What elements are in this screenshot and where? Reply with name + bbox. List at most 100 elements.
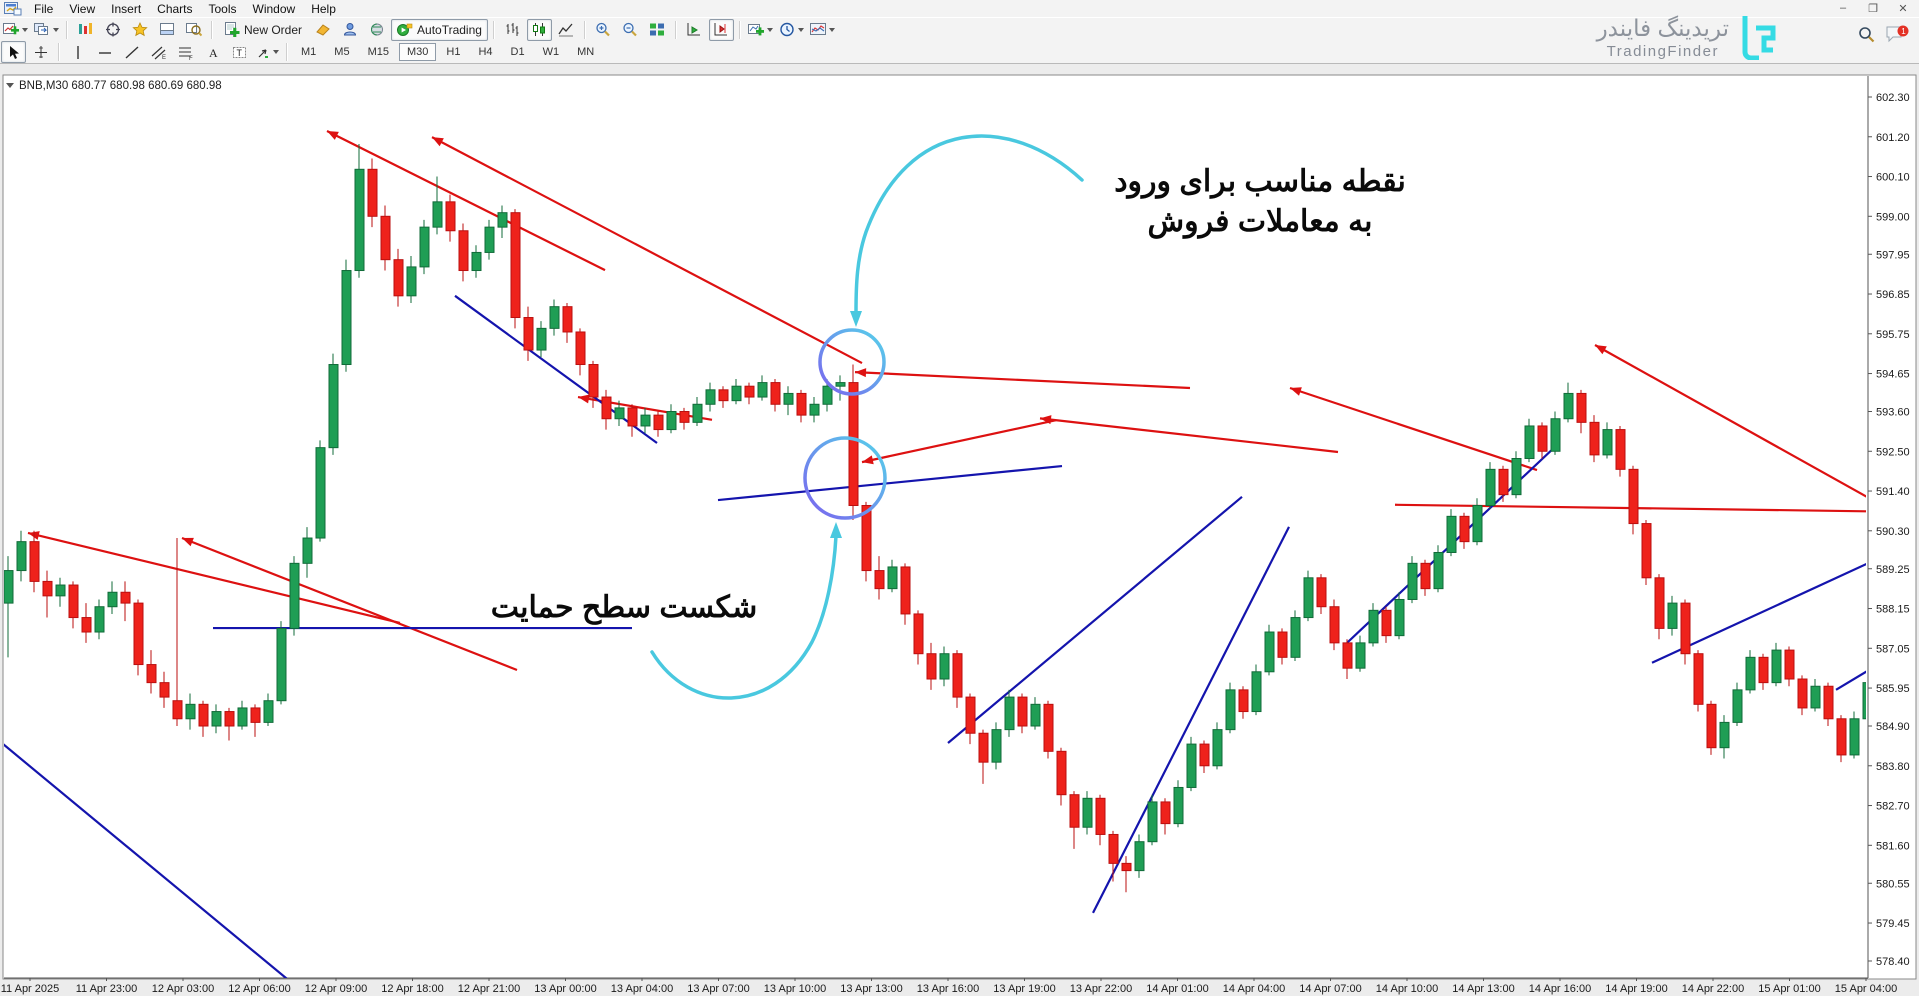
svg-text:F: F: [189, 56, 193, 60]
menu-charts[interactable]: Charts: [157, 1, 193, 16]
trendline-tool-button[interactable]: [119, 41, 144, 63]
dropdown-arrow-icon: [273, 50, 279, 54]
restore-button[interactable]: ❐: [1868, 3, 1878, 15]
auto-scroll-button[interactable]: [682, 19, 707, 41]
svg-text:591.40: 591.40: [1876, 486, 1910, 498]
arrows-tool-button[interactable]: [254, 41, 281, 63]
svg-text:13 Apr 13:00: 13 Apr 13:00: [840, 983, 902, 995]
globe-button[interactable]: [364, 19, 389, 41]
menu-help[interactable]: Help: [311, 1, 336, 16]
new-order-label: New Order: [244, 22, 303, 37]
cursor-tool-button[interactable]: [1, 41, 26, 63]
support-note-text: شکست سطح حمایت: [490, 591, 758, 624]
price-axis[interactable]: 602.30 601.20 600.10 599.00 597.95 596.85 595.…: [1868, 92, 1910, 968]
svg-text:594.65: 594.65: [1876, 369, 1910, 381]
bar-chart-button[interactable]: [500, 19, 525, 41]
menu-window[interactable]: Window: [252, 1, 296, 16]
toolbar-drawing: E F A T M1 M5 M15 M30 H1 H4 D1 W1 MN: [0, 41, 1919, 64]
chart-canvas[interactable]: 602.30 601.20 600.10 599.00 597.95 596.85 595.…: [0, 60, 1919, 996]
market-watch-icon: [78, 23, 92, 34]
crosshair-icon: [34, 45, 47, 58]
menu-view[interactable]: View: [69, 1, 96, 16]
new-order-button[interactable]: New Order: [218, 19, 308, 41]
text-label-icon: T: [233, 46, 246, 58]
periods-icon: [780, 22, 794, 37]
fibonacci-tool-button[interactable]: F: [173, 41, 198, 63]
svg-text:12 Apr 06:00: 12 Apr 06:00: [228, 983, 290, 995]
symbol-ohlc-text: BNB,M30 680.77 680.98 680.69 680.98: [19, 80, 222, 92]
indicators-button[interactable]: [746, 19, 775, 41]
data-window-button[interactable]: [100, 19, 125, 41]
autotrading-button[interactable]: AutoTrading: [391, 18, 488, 41]
close-button[interactable]: ✕: [1898, 3, 1908, 15]
svg-text:595.75: 595.75: [1876, 329, 1910, 341]
menu-file[interactable]: File: [34, 1, 54, 16]
toolbar-separator: [58, 43, 60, 61]
minimize-button[interactable]: –: [1839, 2, 1847, 14]
timeframe-h1[interactable]: H1: [446, 46, 461, 58]
timeframe-mn[interactable]: MN: [577, 46, 595, 58]
svg-text:11 Apr 2025: 11 Apr 2025: [1, 983, 60, 995]
svg-text:596.85: 596.85: [1876, 289, 1910, 301]
svg-text:14 Apr 10:00: 14 Apr 10:00: [1376, 983, 1438, 995]
svg-text:585.95: 585.95: [1876, 683, 1910, 695]
search-icon[interactable]: [1858, 26, 1875, 43]
candlestick-chart-button[interactable]: [526, 18, 552, 41]
timeframe-m30[interactable]: M30: [398, 43, 437, 61]
svg-text:583.80: 583.80: [1876, 761, 1910, 773]
periods-button[interactable]: [777, 19, 806, 41]
chat-notification-icon[interactable]: 1: [1885, 24, 1909, 44]
svg-text:582.70: 582.70: [1876, 801, 1910, 813]
horizontal-line-tool-button[interactable]: [92, 41, 117, 63]
svg-text:13 Apr 19:00: 13 Apr 19:00: [993, 983, 1055, 995]
dropdown-arrow-icon: [53, 27, 59, 32]
label-tool-button[interactable]: T: [227, 41, 252, 63]
timeframe-h4[interactable]: H4: [478, 46, 493, 58]
timeframe-w1[interactable]: W1: [542, 46, 560, 58]
timeframe-m5[interactable]: M5: [334, 46, 350, 58]
text-icon: A: [209, 46, 218, 60]
axes-layer: [4, 76, 1869, 979]
text-tool-button[interactable]: A: [200, 41, 225, 63]
templates-button[interactable]: [808, 19, 837, 41]
menu-insert[interactable]: Insert: [111, 1, 142, 16]
timeframe-m15[interactable]: M15: [367, 46, 389, 58]
strategy-tester-button[interactable]: [181, 19, 206, 41]
dropdown-arrow-icon: [766, 27, 773, 32]
tradingfinder-logo-icon: [1742, 16, 1776, 60]
dropdown-arrow-icon: [797, 27, 804, 32]
toolbar-separator: [583, 20, 586, 39]
tile-windows-button[interactable]: [645, 19, 670, 41]
top-right-icons: 1: [1858, 24, 1909, 44]
timeframe-d1[interactable]: D1: [510, 46, 525, 58]
new-order-icon: [225, 22, 240, 37]
vertical-line-icon: [76, 45, 79, 59]
profiles-icon: [34, 23, 48, 35]
navigator-button[interactable]: [127, 19, 152, 41]
zoom-out-button[interactable]: [618, 19, 643, 41]
templates-icon: [809, 23, 826, 35]
line-chart-button[interactable]: [554, 19, 579, 41]
profiles-button[interactable]: [32, 19, 61, 41]
metaeditor-button[interactable]: [310, 19, 335, 41]
channel-tool-button[interactable]: E: [146, 41, 171, 63]
new-chart-button[interactable]: [1, 19, 30, 41]
svg-text:15 Apr 01:00: 15 Apr 01:00: [1758, 983, 1820, 995]
menu-tools[interactable]: Tools: [208, 1, 237, 16]
vertical-line-tool-button[interactable]: [65, 41, 90, 63]
timeframe-m1[interactable]: M1: [301, 46, 317, 58]
chart-plot-background: [2, 74, 1917, 980]
chart-shift-button[interactable]: [708, 18, 734, 41]
expert-advisors-button[interactable]: [337, 19, 362, 41]
svg-text:A: A: [209, 46, 218, 60]
svg-text:599.00: 599.00: [1876, 211, 1910, 223]
data-window-icon: [105, 22, 120, 37]
svg-text:587.05: 587.05: [1876, 643, 1910, 655]
zoom-in-button[interactable]: [591, 19, 616, 41]
market-watch-button[interactable]: [73, 19, 98, 41]
app-icon: [4, 1, 22, 15]
time-axis[interactable]: 11 Apr 2025 11 Apr 23:00 12 Apr 03:00 12 Ap…: [1, 978, 1897, 995]
crosshair-tool-button[interactable]: [28, 41, 53, 63]
window-controls: – ❐ ✕: [1833, 2, 1913, 15]
terminal-button[interactable]: [154, 19, 179, 41]
